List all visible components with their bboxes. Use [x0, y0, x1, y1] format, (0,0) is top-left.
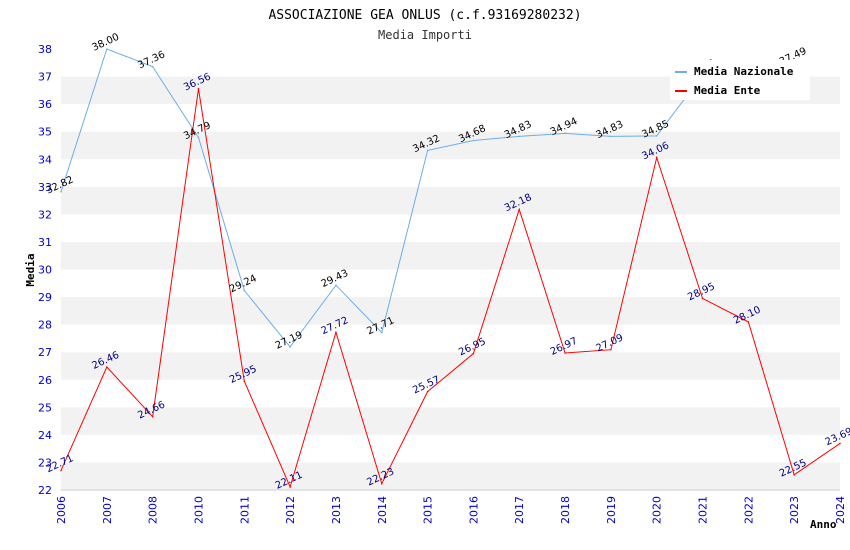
x-tick-label: 2017 — [513, 496, 526, 524]
data-point-media-ente — [151, 415, 154, 418]
y-tick-label: 35 — [38, 126, 52, 139]
data-point-media-nazionale — [380, 331, 383, 334]
y-tick-label: 25 — [38, 401, 52, 414]
grid-band — [61, 379, 840, 408]
x-tick-label: 2013 — [330, 496, 343, 524]
data-point-media-ente — [610, 348, 612, 351]
data-point-media-ente — [655, 156, 658, 159]
data-point-media-ente — [106, 366, 108, 368]
data-point-media-ente — [380, 482, 383, 485]
grid-band — [61, 462, 840, 490]
y-axis-label: Media — [24, 253, 37, 286]
y-tick-label: 37 — [38, 71, 52, 84]
data-point-media-nazionale — [564, 132, 566, 135]
x-axis-ticks: 2006 2007 2008 2010 2011 2012 2013 2014 2015 2016… — [55, 496, 847, 524]
data-point-media-ente — [518, 208, 521, 211]
data-point-media-nazionale — [426, 149, 429, 152]
grid-bands — [61, 49, 840, 491]
data-point-media-nazionale — [610, 135, 612, 138]
data-point-media-ente — [839, 442, 841, 445]
y-tick-label: 36 — [38, 98, 52, 111]
grid-band — [61, 352, 840, 380]
x-tick-label: 2016 — [467, 496, 480, 524]
grid-band — [61, 159, 840, 187]
grid-band — [61, 324, 840, 353]
grid-band — [61, 186, 840, 215]
x-tick-label: 2023 — [788, 496, 801, 524]
data-point-media-ente — [701, 297, 704, 300]
x-tick-label: 2021 — [697, 496, 710, 524]
grid-band — [61, 214, 840, 242]
legend-background — [670, 60, 810, 100]
y-tick-label: 33 — [38, 181, 52, 194]
x-tick-label: 2015 — [422, 496, 435, 524]
grid-band — [61, 407, 840, 435]
data-point-media-nazionale — [518, 135, 521, 138]
data-point-media-ente — [472, 352, 475, 355]
series-lines — [60, 48, 841, 489]
y-tick-label: 31 — [38, 236, 52, 249]
data-point-media-nazionale — [655, 135, 658, 137]
series-line-media-nazionale — [60, 48, 795, 348]
y-tick-label: 28 — [38, 319, 52, 332]
y-axis-ticks: 22 23 24 25 26 27 28 29 30 31 32 33 34 35 36 37 38 — [38, 43, 52, 497]
x-tick-label: 2018 — [559, 496, 572, 524]
legend-label-media-ente: Media Ente — [694, 84, 761, 97]
data-point-media-ente — [243, 380, 246, 382]
y-tick-label: 30 — [38, 264, 52, 277]
y-tick-label: 29 — [38, 291, 52, 304]
x-axis-label: Anno — [810, 518, 837, 531]
grid-band — [61, 434, 840, 463]
x-tick-label: 2006 — [55, 496, 68, 524]
y-tick-label: 34 — [38, 153, 52, 166]
y-tick-label: 24 — [38, 429, 52, 442]
x-tick-label: 2022 — [742, 496, 755, 524]
data-point-media-nazionale — [335, 284, 337, 287]
data-point-media-nazionale — [243, 289, 246, 292]
grid-band — [61, 269, 840, 298]
y-tick-label: 38 — [38, 43, 52, 56]
x-tick-label: 2007 — [101, 496, 114, 524]
grid-band — [61, 297, 840, 325]
x-tick-label: 2014 — [376, 496, 389, 524]
chart-subtitle: Media Importi — [378, 28, 472, 42]
data-point-media-ente — [289, 486, 291, 488]
y-tick-label: 22 — [38, 484, 52, 497]
data-point-media-ente — [426, 390, 429, 393]
x-tick-label: 2020 — [651, 496, 664, 524]
chart-title: ASSOCIAZIONE GEA ONLUS (c.f.93169280232) — [268, 8, 581, 23]
y-tick-label: 27 — [38, 346, 52, 359]
x-tick-label: 2012 — [284, 496, 297, 524]
data-point-media-nazionale — [472, 139, 475, 142]
data-point-media-ente — [335, 331, 337, 334]
data-point-media-nazionale — [197, 136, 200, 139]
series-line-media-ente — [60, 88, 841, 489]
data-point-media-ente — [197, 87, 200, 90]
data-point-media-ente — [793, 474, 795, 476]
grid-band — [61, 104, 840, 132]
data-point-media-ente — [747, 321, 750, 323]
data-point-media-nazionale — [289, 346, 291, 348]
x-tick-label: 2010 — [192, 496, 205, 524]
legend-label-media-nazionale: Media Nazionale — [694, 65, 794, 78]
data-point-media-nazionale — [106, 48, 108, 50]
data-point-media-ente — [60, 469, 62, 472]
y-tick-label: 26 — [38, 374, 52, 387]
grid-band — [61, 241, 840, 270]
legend: Media Nazionale Media Ente — [670, 60, 810, 100]
y-tick-label: 23 — [38, 456, 52, 469]
data-point-media-nazionale — [151, 65, 154, 68]
x-tick-label: 2024 — [834, 496, 847, 524]
x-tick-label: 2008 — [147, 496, 160, 524]
data-point-media-ente — [564, 352, 566, 354]
x-tick-label: 2011 — [238, 496, 251, 524]
y-tick-label: 32 — [38, 208, 52, 221]
data-point-media-nazionale — [60, 190, 62, 193]
x-tick-label: 2019 — [605, 496, 618, 524]
